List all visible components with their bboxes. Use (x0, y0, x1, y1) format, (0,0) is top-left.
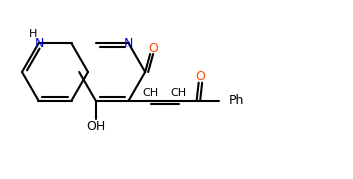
Text: OH: OH (86, 120, 105, 133)
Text: O: O (148, 42, 158, 54)
Text: N: N (124, 37, 133, 50)
Text: N: N (35, 37, 44, 50)
Text: CH: CH (143, 88, 159, 98)
Text: O: O (195, 70, 205, 83)
Text: Ph: Ph (229, 94, 244, 107)
Text: CH: CH (170, 88, 187, 98)
Text: H: H (29, 29, 38, 39)
